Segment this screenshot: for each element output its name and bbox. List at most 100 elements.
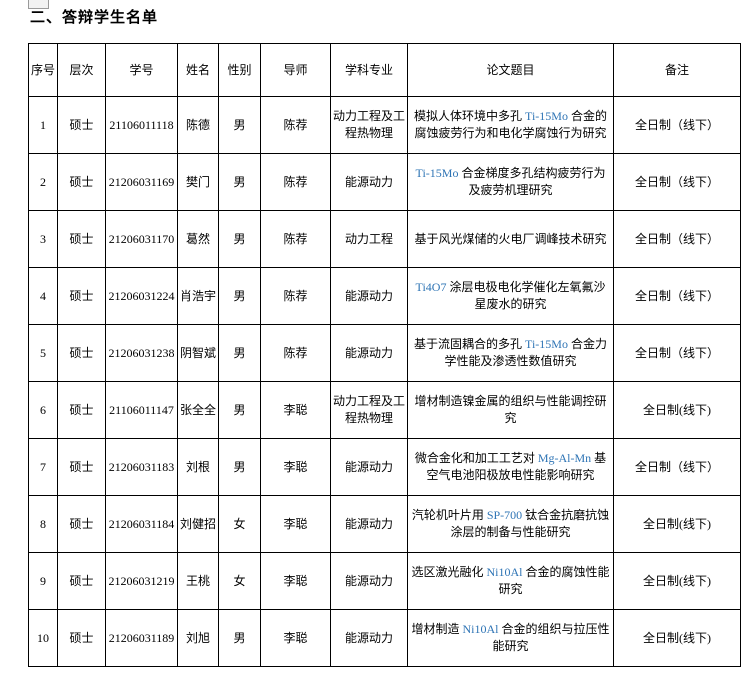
cell-name: 王桃 (177, 552, 219, 610)
cell-advisor: 陈荐 (260, 153, 331, 211)
cell-major: 能源动力 (330, 438, 408, 496)
cell-advisor: 李聪 (260, 381, 331, 439)
cell-major: 能源动力 (330, 609, 408, 667)
cell-student-id: 21206031224 (105, 267, 178, 325)
header-advisor: 导师 (260, 43, 331, 97)
cell-level: 硕士 (57, 96, 106, 154)
cell-major: 能源动力 (330, 153, 408, 211)
cell-thesis-title: 选区激光融化 Ni10Al 合金的腐蚀性能研究 (407, 552, 614, 610)
thesis-text: 模拟人体环境中多孔 (414, 109, 526, 124)
alloy-token: SP-700 (486, 508, 523, 523)
table-body: 1 硕士 21106011118 陈德男陈荐 动力工程及工程热物理 模拟人体环境中多孔 T… (28, 96, 741, 667)
cell-student-id: 21206031238 (105, 324, 178, 382)
header-major: 学科专业 (330, 43, 408, 97)
cell-student-id: 21206031170 (105, 210, 178, 268)
cell-index: 5 (28, 324, 58, 382)
alloy-token: Ti4O7 (415, 280, 447, 295)
cell-level: 硕士 (57, 495, 106, 553)
table-row: 3 硕士 21206031170 葛然男陈荐 动力工程 基于风光煤储的火电厂调峰技术研究全… (28, 210, 741, 268)
cell-student-id: 21206031183 (105, 438, 178, 496)
table-row: 4 硕士 21206031224 肖浩宇男陈荐 能源动力 Ti4O7 涂层电极电化学催化左… (28, 267, 741, 325)
cell-level: 硕士 (57, 210, 106, 268)
alloy-token: Mg-Al-Mn (537, 451, 592, 466)
cell-name: 阴智斌 (177, 324, 219, 382)
cell-major: 动力工程及工程热物理 (330, 96, 408, 154)
cell-level: 硕士 (57, 267, 106, 325)
cell-index: 8 (28, 495, 58, 553)
cell-major: 能源动力 (330, 324, 408, 382)
cell-thesis-title: 微合金化和加工工艺对 Mg-Al-Mn 基空气电池阳极放电性能影响研究 (407, 438, 614, 496)
header-thesis: 论文题目 (407, 43, 614, 97)
header-level: 层次 (57, 43, 106, 97)
cell-index: 7 (28, 438, 58, 496)
thesis-text: 钛合金抗磨抗蚀涂层的制备与性能研究 (450, 508, 610, 539)
cell-advisor: 李聪 (260, 609, 331, 667)
cell-major: 动力工程 (330, 210, 408, 268)
cell-gender: 男 (218, 96, 261, 154)
cell-name: 刘根 (177, 438, 219, 496)
cell-thesis-title: Ti4O7 涂层电极电化学催化左氧氟沙星废水的研究 (407, 267, 614, 325)
thesis-text: 基空气电池阳极放电性能影响研究 (426, 451, 607, 482)
cell-thesis-title: 模拟人体环境中多孔 Ti-15Mo 合金的腐蚀疲劳行为和电化学腐蚀行为研究 (407, 96, 614, 154)
cell-thesis-title: 汽轮机叶片用 SP-700 钛合金抗磨抗蚀涂层的制备与性能研究 (407, 495, 614, 553)
thesis-text: 合金的腐蚀性能研究 (498, 565, 610, 596)
cell-advisor: 陈荐 (260, 324, 331, 382)
table-header-row: 序号 层次 学号 姓名 性别 导师 学科专业 论文题目 备注 (28, 43, 741, 97)
table-row: 6 硕士 21106011147 张全全男李聪 动力工程及工程热物理 增材制造镍金属的组织… (28, 381, 741, 439)
cell-major: 动力工程及工程热物理 (330, 381, 408, 439)
cell-index: 3 (28, 210, 58, 268)
cell-student-id: 21106011118 (105, 96, 178, 154)
cell-name: 刘健招 (177, 495, 219, 553)
cell-student-id: 21206031219 (105, 552, 178, 610)
cell-major: 能源动力 (330, 495, 408, 553)
thesis-text: 增材制造镍金属的组织与性能调控研究 (414, 394, 607, 425)
thesis-text: 基于流固耦合的多孔 (414, 337, 526, 352)
alloy-token: Ni10Al (462, 622, 499, 637)
cell-gender: 女 (218, 552, 261, 610)
cell-thesis-title: 增材制造镍金属的组织与性能调控研究 (407, 381, 614, 439)
cell-index: 4 (28, 267, 58, 325)
cell-student-id: 21206031184 (105, 495, 178, 553)
thesis-text: 合金的腐蚀疲劳行为和电化学腐蚀行为研究 (414, 109, 607, 140)
thesis-text: 基于风光煤储的火电厂调峰技术研究 (414, 231, 607, 246)
table-row: 1 硕士 21106011118 陈德男陈荐 动力工程及工程热物理 模拟人体环境中多孔 T… (28, 96, 741, 154)
cell-index: 6 (28, 381, 58, 439)
cell-gender: 女 (218, 495, 261, 553)
cell-level: 硕士 (57, 153, 106, 211)
cell-index: 1 (28, 96, 58, 154)
cell-level: 硕士 (57, 438, 106, 496)
cell-advisor: 李聪 (260, 438, 331, 496)
alloy-token: Ti-15Mo (415, 166, 459, 181)
cell-gender: 男 (218, 381, 261, 439)
cell-level: 硕士 (57, 324, 106, 382)
cell-name: 肖浩宇 (177, 267, 219, 325)
header-remark: 备注 (613, 43, 741, 97)
cell-thesis-title: 增材制造 Ni10Al 合金的组织与拉压性能研究 (407, 609, 614, 667)
cell-advisor: 陈荐 (260, 96, 331, 154)
cell-remark: 全日制（线下） (613, 96, 741, 154)
alloy-token: Ti-15Mo (525, 337, 568, 352)
thesis-text: 汽轮机叶片用 (411, 508, 487, 523)
cell-remark: 全日制(线下) (613, 552, 741, 610)
thesis-text: 涂层电极电化学催化左氧氟沙星废水的研究 (446, 280, 606, 311)
table-row: 9 硕士 21206031219 王桃女李聪 能源动力 选区激光融化 Ni10Al 合金的… (28, 552, 741, 610)
cell-major: 能源动力 (330, 552, 408, 610)
alloy-token: Ti-15Mo (525, 109, 568, 124)
defense-students-table: 序号 层次 学号 姓名 性别 导师 学科专业 论文题目 备注 1 硕士 21106011118 陈德男… (28, 43, 741, 667)
table-row: 8 硕士 21206031184 刘健招女李聪 能源动力 汽轮机叶片用 SP-700 钛合… (28, 495, 741, 553)
cell-remark: 全日制(线下) (613, 495, 741, 553)
cell-thesis-title: Ti-15Mo 合金梯度多孔结构疲劳行为及疲劳机理研究 (407, 153, 614, 211)
thesis-text: 增材制造 (411, 622, 463, 637)
cell-thesis-title: 基于风光煤储的火电厂调峰技术研究 (407, 210, 614, 268)
cell-advisor: 李聪 (260, 552, 331, 610)
cell-remark: 全日制（线下） (613, 210, 741, 268)
cell-name: 张全全 (177, 381, 219, 439)
cell-gender: 男 (218, 324, 261, 382)
table-row: 5 硕士 21206031238 阴智斌男陈荐 能源动力 基于流固耦合的多孔 Ti-15M… (28, 324, 741, 382)
cell-advisor: 陈荐 (260, 267, 331, 325)
cell-remark: 全日制（线下） (613, 438, 741, 496)
table-row: 2 硕士 21206031169 樊门男陈荐 能源动力 Ti-15Mo 合金梯度多孔结构疲… (28, 153, 741, 211)
header-student-id: 学号 (105, 43, 178, 97)
header-name: 姓名 (177, 43, 219, 97)
cell-gender: 男 (218, 153, 261, 211)
